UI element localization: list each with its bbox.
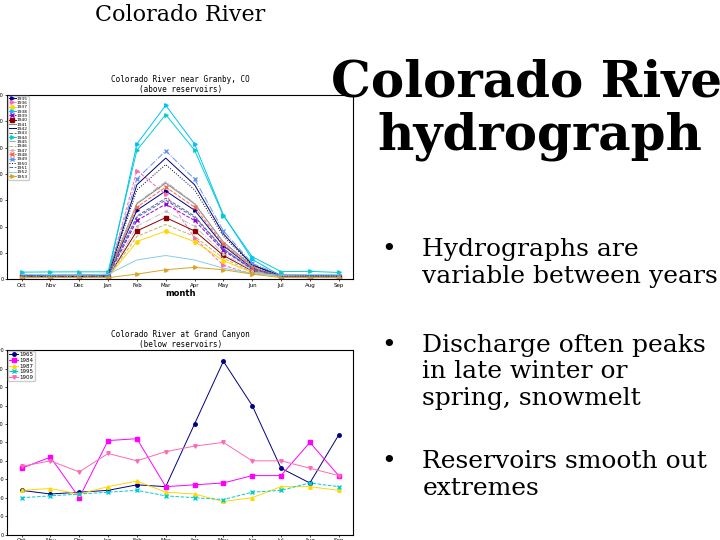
Text: Colorado River
hydrograph: Colorado River hydrograph xyxy=(331,58,720,160)
Text: Colorado River: Colorado River xyxy=(95,4,265,25)
Title: Colorado River near Granby, CO
(above reservoirs): Colorado River near Granby, CO (above re… xyxy=(111,75,250,94)
Text: •: • xyxy=(381,334,395,356)
Text: Reservoirs smooth out
extremes: Reservoirs smooth out extremes xyxy=(422,450,707,500)
Title: Colorado River at Grand Canyon
(below reservoirs): Colorado River at Grand Canyon (below re… xyxy=(111,330,250,349)
Legend: 1965, 1984, 1987, 1995, 1909: 1965, 1984, 1987, 1995, 1909 xyxy=(9,352,35,381)
X-axis label: month: month xyxy=(165,289,195,298)
Text: Hydrographs are
variable between years: Hydrographs are variable between years xyxy=(422,238,718,288)
Text: •: • xyxy=(381,450,395,473)
Text: •: • xyxy=(381,238,395,261)
Text: Discharge often peaks
in late winter or
spring, snowmelt: Discharge often peaks in late winter or … xyxy=(422,334,706,410)
Legend: 1935, 1936, 1937, 1938, 1939, 1940, 1941, 1942, 1943, 1944, 1945, 1946, 1947, 19: 1935, 1936, 1937, 1938, 1939, 1940, 1941… xyxy=(8,96,29,180)
